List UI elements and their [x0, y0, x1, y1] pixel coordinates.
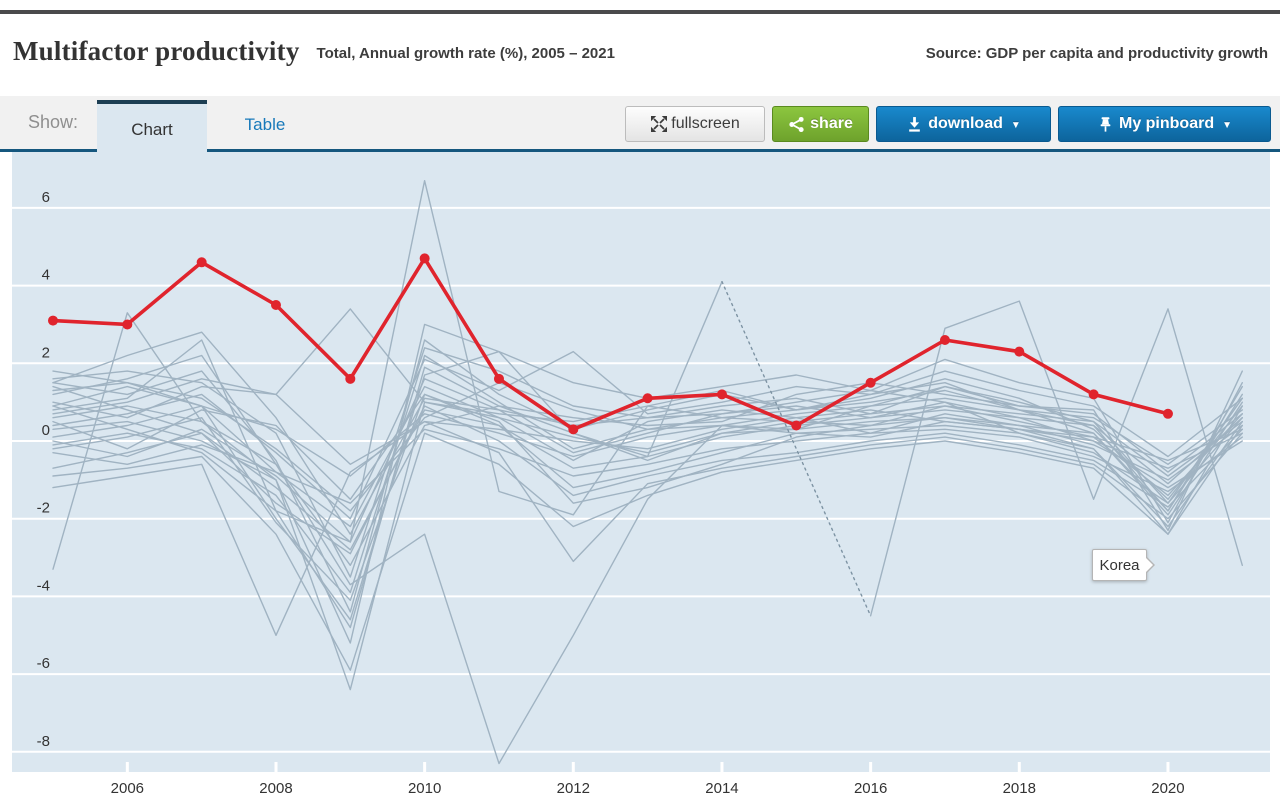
y-axis-label: 0 — [42, 422, 50, 439]
korea-data-point — [270, 300, 281, 311]
page-subtitle: Total, Annual growth rate (%), 2005 – 20… — [316, 45, 615, 62]
y-axis-label: -4 — [37, 577, 50, 594]
x-axis-label: 2008 — [259, 780, 292, 797]
background-series — [52, 280, 723, 621]
background-series — [52, 180, 1244, 543]
background-series — [52, 405, 1244, 566]
show-label: Show: — [28, 112, 79, 132]
y-axis-label: -6 — [37, 655, 50, 672]
korea-data-point — [568, 424, 579, 435]
x-axis-label: 2006 — [111, 780, 144, 797]
download-label: download — [928, 115, 1003, 132]
tooltip-country-label: Korea — [1099, 556, 1140, 574]
korea-data-point — [791, 420, 802, 431]
korea-data-point — [122, 319, 133, 330]
toolbar: Show: Chart Table fullscreen share — [0, 96, 1280, 156]
my-pinboard-label: My pinboard — [1118, 115, 1215, 132]
y-axis-label: 6 — [42, 189, 50, 206]
korea-data-point — [939, 334, 950, 345]
x-axis-tick — [423, 762, 427, 772]
source-label: Source: GDP per capita and productivity … — [925, 45, 1268, 62]
background-series-break — [721, 280, 872, 617]
tab-chart-label: Chart — [131, 120, 173, 139]
fullscreen-icon — [651, 116, 668, 132]
korea-line — [51, 256, 1170, 432]
background-series — [52, 393, 1244, 504]
pin-icon — [1100, 116, 1111, 132]
background-series — [52, 393, 1244, 601]
x-axis-label: 2016 — [854, 780, 887, 797]
x-axis-label: 2010 — [408, 780, 441, 797]
background-series — [52, 428, 1244, 504]
korea-data-point — [493, 373, 504, 384]
x-axis-tick — [1166, 762, 1170, 772]
x-axis-tick — [869, 762, 873, 772]
x-axis-label: 2018 — [1003, 780, 1036, 797]
x-axis-tick — [720, 762, 724, 772]
korea-data-point — [196, 257, 207, 268]
download-button[interactable]: download ▼ — [876, 106, 1051, 142]
download-icon — [909, 116, 921, 132]
download-caret-icon: ▼ — [1010, 119, 1021, 131]
chart-area[interactable]: 6 4 2 0 -2 -4 -6 -8 2006 2008 2010 2012 2014 2016 2018… — [0, 152, 1280, 803]
y-axis-label: 2 — [42, 344, 50, 361]
background-series — [52, 312, 1244, 691]
y-axis-label: -8 — [37, 733, 50, 750]
korea-data-point — [642, 393, 653, 404]
background-series — [52, 424, 1244, 671]
korea-data-point — [345, 373, 356, 384]
x-axis-label: 2012 — [557, 780, 590, 797]
korea-data-point — [865, 377, 876, 388]
x-axis-label: 2014 — [705, 780, 738, 797]
my-pinboard-button[interactable]: My pinboard ▼ — [1058, 106, 1271, 142]
background-series — [52, 405, 1244, 477]
korea-data-point — [48, 315, 58, 326]
tab-table[interactable]: Table — [215, 100, 315, 149]
korea-data-point — [1088, 389, 1099, 400]
top-rule — [0, 10, 1280, 14]
korea-data-point — [716, 389, 727, 400]
tab-chart[interactable]: Chart — [97, 100, 207, 156]
y-axis-label: -2 — [37, 500, 50, 517]
x-axis-tick — [1017, 762, 1021, 772]
y-axis-label: 4 — [42, 267, 50, 284]
background-series — [52, 420, 1244, 636]
background-series — [869, 300, 1244, 617]
korea-data-point — [1162, 408, 1173, 419]
fullscreen-button[interactable]: fullscreen — [625, 106, 765, 142]
x-axis-tick — [571, 762, 575, 772]
share-button[interactable]: share — [772, 106, 869, 142]
x-axis-tick — [274, 762, 278, 772]
background-series — [52, 354, 1244, 765]
productivity-line-chart[interactable]: 6 4 2 0 -2 -4 -6 -8 2006 2008 2010 2012 2014 2016 2018… — [0, 152, 1280, 803]
korea-data-point — [419, 253, 430, 264]
x-axis-tick — [125, 762, 129, 772]
tab-table-label: Table — [244, 114, 286, 134]
fullscreen-label: fullscreen — [671, 115, 740, 132]
chart-tooltip: Korea — [1092, 549, 1155, 581]
my-pinboard-caret-icon: ▼ — [1222, 119, 1232, 131]
page-title: Multifactor productivity — [13, 36, 300, 66]
header: Multifactor productivity Total, Annual g… — [0, 14, 1280, 96]
share-label: share — [810, 115, 853, 132]
background-series — [52, 350, 1244, 520]
korea-data-point — [1014, 346, 1025, 357]
x-axis-label: 2020 — [1151, 780, 1184, 797]
share-icon — [789, 116, 804, 132]
